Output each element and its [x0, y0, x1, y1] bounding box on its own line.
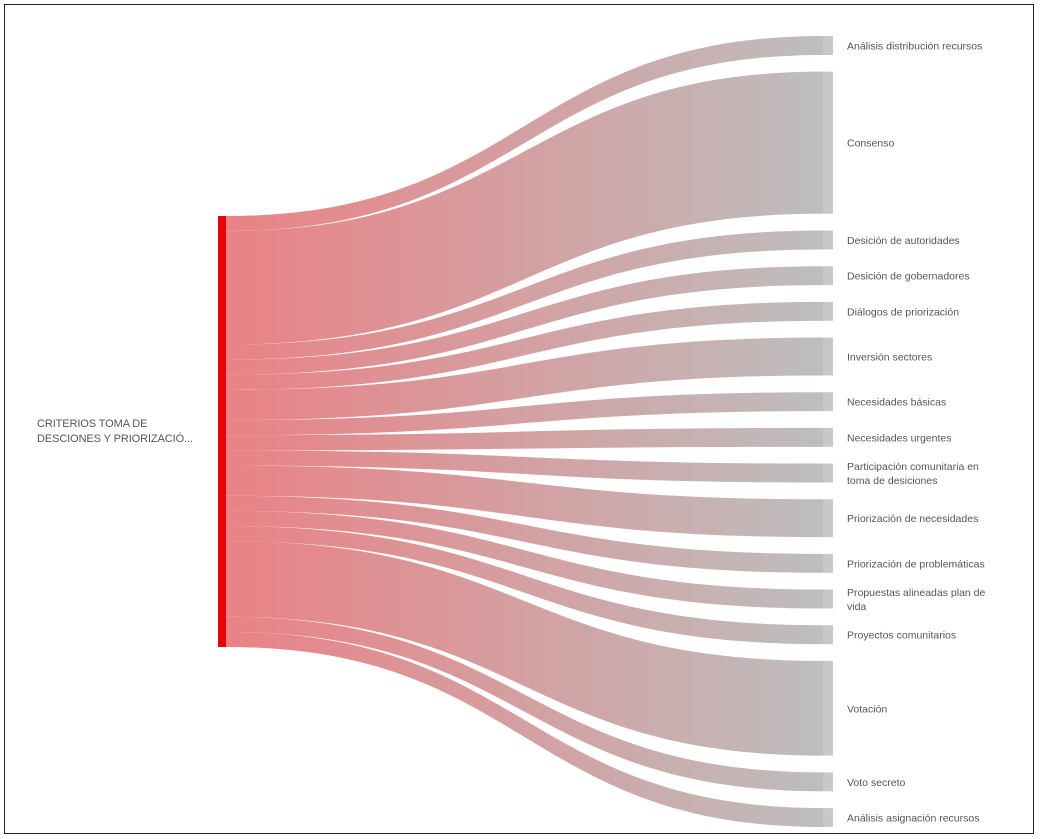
target-node-5[interactable] [823, 301, 833, 321]
target-labels: Análisis distribución recursos Consenso De… [847, 40, 986, 824]
target-label-1: Análisis distribución recursos [847, 40, 982, 52]
target-label-4: Desición de gobernadores [847, 271, 970, 283]
target-node-13[interactable] [823, 625, 833, 645]
target-label-14-line-1: Votación [847, 703, 887, 715]
target-label-13: Proyectos comunitarios [847, 630, 956, 642]
target-label-4-line-1: Desición de gobernadores [847, 271, 970, 283]
target-node-6[interactable] [823, 337, 833, 376]
target-node-8[interactable] [823, 427, 833, 447]
target-label-13-line-1: Proyectos comunitarios [847, 630, 956, 642]
link-4[interactable] [226, 266, 823, 375]
target-label-12: Propuestas alineadas plan de vida [847, 587, 986, 613]
target-node-7[interactable] [823, 392, 833, 412]
target-label-10: Priorización de necesidades [847, 513, 978, 525]
target-label-5: Diálogos de priorización [847, 306, 959, 318]
target-label-12-line-2: vida [847, 601, 866, 613]
target-label-15: Voto secreto [847, 777, 906, 789]
link-14[interactable] [226, 541, 823, 756]
target-label-6-line-1: Inversión sectores [847, 352, 932, 364]
link-9[interactable] [226, 450, 823, 483]
target-label-3: Desición de autoridades [847, 235, 960, 247]
link-2[interactable] [226, 71, 823, 345]
target-node-4[interactable] [823, 266, 833, 286]
target-label-6: Inversión sectores [847, 352, 932, 364]
target-node-1[interactable] [823, 36, 833, 55]
target-label-12-line-1: Propuestas alineadas plan de [847, 587, 986, 599]
target-label-14: Votación [847, 703, 887, 715]
link-11[interactable] [226, 495, 823, 573]
sankey-chart: Análisis distribución recursos Consenso De… [218, 36, 986, 827]
link-1[interactable] [226, 36, 823, 232]
target-node-10[interactable] [823, 499, 833, 538]
target-label-2-line-1: Consenso [847, 138, 894, 150]
link-10[interactable] [226, 465, 823, 538]
source-node[interactable] [218, 216, 226, 647]
target-label-5-line-1: Diálogos de priorización [847, 306, 959, 318]
target-node-12[interactable] [823, 589, 833, 609]
target-label-9-line-2: toma de desiciones [847, 475, 937, 487]
chart-frame: Análisis distribución recursos Consenso De… [4, 4, 1034, 834]
link-12[interactable] [226, 510, 823, 609]
target-label-9-line-1: Participación comunitaria en [847, 461, 979, 473]
target-label-11-line-1: Priorización de problemáticas [847, 558, 985, 570]
target-label-1-line-1: Análisis distribución recursos [847, 40, 982, 52]
target-node-15[interactable] [823, 772, 833, 792]
link-5[interactable] [226, 301, 823, 390]
link-16[interactable] [226, 631, 823, 827]
target-label-16-line-1: Análisis asignación recursos [847, 813, 979, 825]
target-node-14[interactable] [823, 660, 833, 756]
target-label-7: Necesidades básicas [847, 397, 946, 409]
sankey-nodes [218, 36, 833, 827]
link-13[interactable] [226, 526, 823, 645]
link-7[interactable] [226, 392, 823, 436]
target-label-7-line-1: Necesidades básicas [847, 397, 946, 409]
target-node-9[interactable] [823, 463, 833, 483]
link-8[interactable] [226, 427, 823, 451]
source-label-line-1: CRITERIOS TOMA DE [37, 418, 148, 430]
target-node-3[interactable] [823, 230, 833, 250]
link-3[interactable] [226, 230, 823, 360]
link-15[interactable] [226, 616, 823, 792]
source-label-line-2: DESCIONES Y PRIORIZACIÓ... [37, 433, 193, 445]
target-label-8: Necesidades urgentes [847, 432, 951, 444]
target-label-16: Análisis asignación recursos [847, 813, 979, 825]
target-label-2: Consenso [847, 138, 894, 150]
target-label-8-line-1: Necesidades urgentes [847, 432, 951, 444]
target-node-16[interactable] [823, 808, 833, 827]
target-label-15-line-1: Voto secreto [847, 777, 906, 789]
target-node-11[interactable] [823, 553, 833, 573]
sankey-links [226, 36, 823, 827]
target-node-2[interactable] [823, 71, 833, 214]
target-label-10-line-1: Priorización de necesidades [847, 513, 978, 525]
target-label-3-line-1: Desición de autoridades [847, 235, 960, 247]
target-label-9: Participación comunitaria en toma de desi… [847, 461, 979, 487]
target-label-11: Priorización de problemáticas [847, 558, 985, 570]
source-label: CRITERIOS TOMA DE DESCIONES Y PRIORIZACI… [37, 417, 217, 447]
link-6[interactable] [226, 337, 823, 421]
